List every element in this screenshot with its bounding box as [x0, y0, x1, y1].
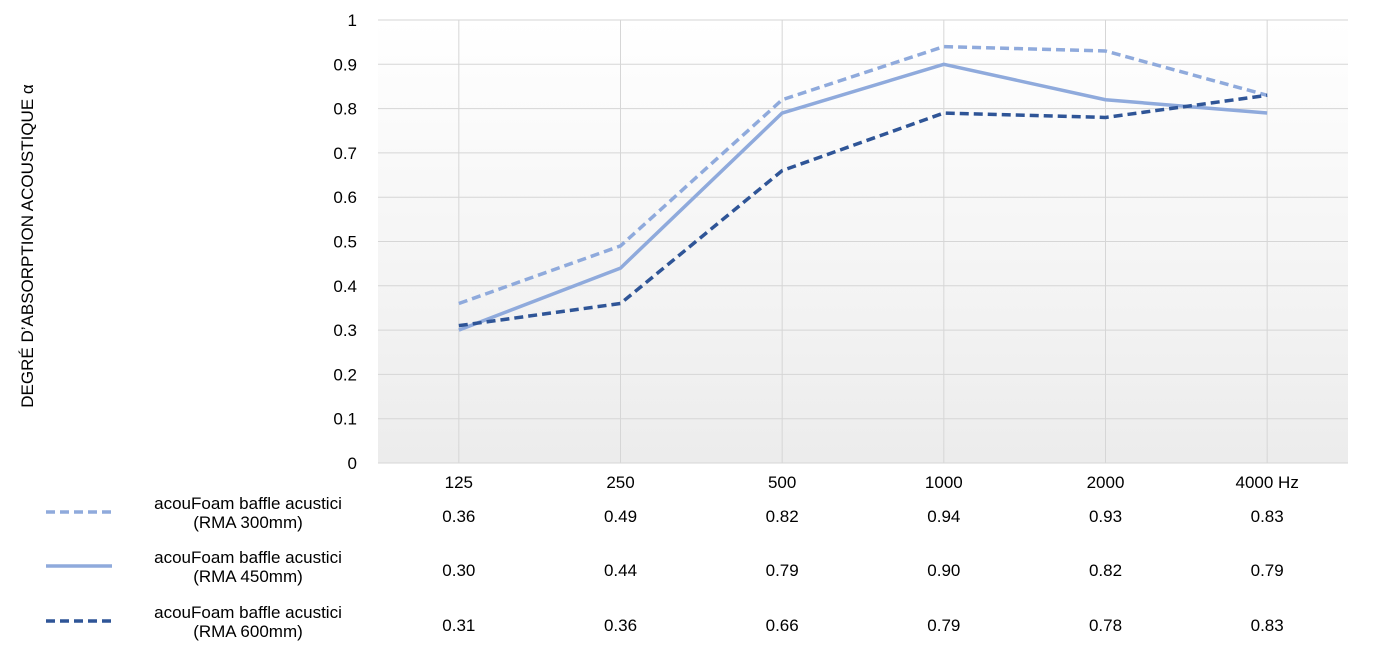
- y-tick-label: 0.9: [333, 55, 357, 74]
- y-axis-ticks: 0 0.1 0.2 0.3 0.4 0.5 0.6 0.7 0.8 0.9 1: [333, 11, 357, 473]
- y-tick-label: 0.7: [333, 144, 357, 163]
- data-label: 0.93: [1089, 507, 1122, 526]
- data-label: 0.94: [927, 507, 960, 526]
- y-tick-label: 0.3: [333, 321, 357, 340]
- data-label: 0.83: [1251, 616, 1284, 635]
- data-label: 0.82: [766, 507, 799, 526]
- series-name-line1: acouFoam baffle acustici: [154, 494, 342, 513]
- series-lines: [458, 44, 1268, 332]
- series-line-1: [458, 44, 1268, 306]
- data-label: 0.49: [604, 507, 637, 526]
- series-name-line1: acouFoam baffle acustici: [154, 603, 342, 622]
- data-label: 0.79: [766, 561, 799, 580]
- x-axis-ticks: 125 250 500 1000 2000 4000 Hz: [445, 473, 1299, 492]
- series-name-line2: (RMA 600mm): [193, 622, 303, 641]
- data-label: 0.36: [604, 616, 637, 635]
- data-label: 0.36: [442, 507, 475, 526]
- data-label: 0.78: [1089, 616, 1122, 635]
- series-name-line1: acouFoam baffle acustici: [154, 548, 342, 567]
- series-name-line2: (RMA 300mm): [193, 513, 303, 532]
- y-tick-label: 0.6: [333, 188, 357, 207]
- data-label: 0.30: [442, 561, 475, 580]
- x-tick-label: 2000: [1087, 473, 1125, 492]
- x-tick-label: 4000 Hz: [1236, 473, 1299, 492]
- x-tick-label: 250: [606, 473, 634, 492]
- y-tick-label: 0.8: [333, 100, 357, 119]
- data-label: 0.66: [766, 616, 799, 635]
- grid: [378, 19, 1348, 464]
- data-label: 0.83: [1251, 507, 1284, 526]
- x-tick-label: 500: [768, 473, 796, 492]
- y-tick-label: 0.1: [333, 410, 357, 429]
- data-table: acouFoam baffle acustici(RMA 300mm) 0.36 0…: [46, 494, 1284, 641]
- y-tick-label: 0.4: [333, 277, 357, 296]
- series-line-3: [458, 93, 1268, 328]
- y-axis-label: DEGRÉ D’ABSORPTION ACOUSTIQUE α: [18, 84, 37, 408]
- series-name-line2: (RMA 450mm): [193, 567, 303, 586]
- data-label: 0.79: [1251, 561, 1284, 580]
- y-tick-label: 0.2: [333, 365, 357, 384]
- data-label: 0.79: [927, 616, 960, 635]
- data-label: 0.90: [927, 561, 960, 580]
- y-tick-label: 1: [348, 11, 357, 30]
- data-label: 0.82: [1089, 561, 1122, 580]
- x-tick-label: 125: [445, 473, 473, 492]
- y-tick-label: 0.5: [333, 233, 357, 252]
- x-tick-label: 1000: [925, 473, 963, 492]
- series-line-2: [458, 62, 1268, 332]
- data-label: 0.44: [604, 561, 637, 580]
- data-label: 0.31: [442, 616, 475, 635]
- y-tick-label: 0: [348, 454, 357, 473]
